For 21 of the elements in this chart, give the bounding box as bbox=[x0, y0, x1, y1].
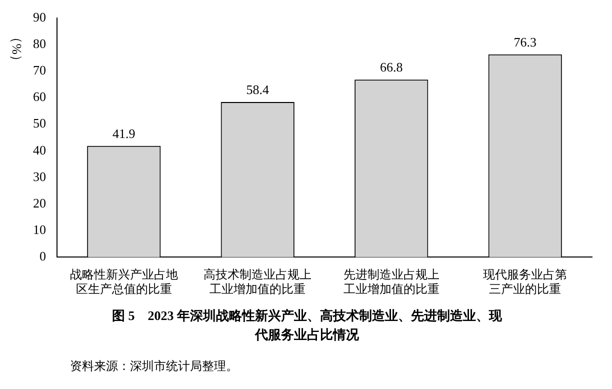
y-axis-title: （%） bbox=[8, 30, 26, 68]
y-tick-label: 0 bbox=[40, 248, 46, 264]
data-label: 66.8 bbox=[380, 60, 403, 75]
x-tick-label: 高技术制造业占规上工业增加值的比重 bbox=[204, 268, 312, 296]
y-tick-label: 10 bbox=[33, 222, 46, 238]
y-tick-label: 50 bbox=[33, 116, 46, 131]
y-tick-label: 90 bbox=[33, 9, 46, 24]
text: 图 5 2023 年深圳战略性新兴产业、高技术制造业、先进制造业、现代服务业占比情况 bbox=[112, 307, 502, 344]
x-tick-label: 先进制造业占规上工业增加值的比重 bbox=[343, 268, 440, 296]
x-tick-label: 现代服务业占第三产业的比重 bbox=[483, 268, 568, 296]
data-label: 58.4 bbox=[246, 82, 270, 97]
y-tick-label: 60 bbox=[33, 89, 46, 104]
data-label: 76.3 bbox=[514, 34, 536, 50]
y-tick-label: 40 bbox=[33, 142, 46, 158]
y-tick-label: 20 bbox=[33, 195, 46, 210]
x-tick-label: 战略性新兴产业占地区生产总值的比重 bbox=[70, 268, 178, 296]
data-label: 41.9 bbox=[112, 126, 136, 141]
y-tick-label: 70 bbox=[33, 62, 46, 78]
text: 资料来源：深圳市统计局整理。 bbox=[70, 358, 238, 375]
y-tick-label: 30 bbox=[33, 168, 46, 184]
y-tick-label: 80 bbox=[33, 36, 46, 51]
